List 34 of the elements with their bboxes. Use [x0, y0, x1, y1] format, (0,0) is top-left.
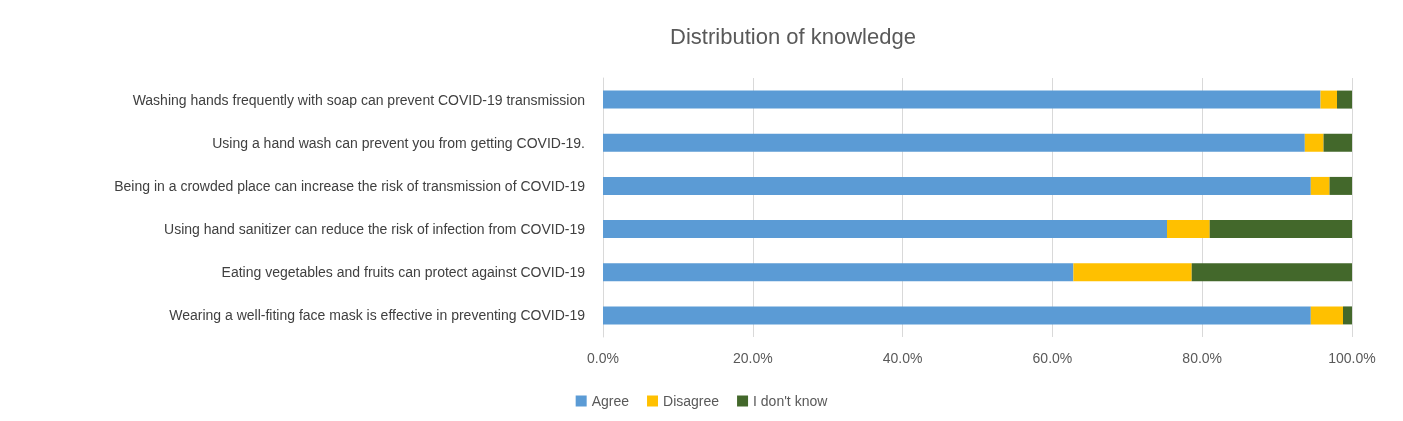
- y-tick-label: Being in a crowded place can increase the risk of transmission of COVID-19: [114, 177, 586, 194]
- y-tick-label: Washing hands frequently with soap can prevent COVID-19 transmission: [132, 91, 585, 108]
- bar: [603, 220, 1167, 239]
- bar: [1209, 220, 1352, 239]
- bar: [1329, 176, 1352, 195]
- x-tick-label: 80.0%: [1182, 350, 1223, 366]
- bar: [603, 306, 1311, 325]
- bar: [1343, 306, 1352, 325]
- bar: [1073, 263, 1192, 282]
- bar: [603, 133, 1305, 152]
- legend-label: Disagree: [663, 393, 720, 409]
- bar: [603, 90, 1321, 109]
- x-tick-label: 100.0%: [1328, 350, 1376, 366]
- chart-title: Distribution of knowledge: [670, 23, 916, 49]
- y-tick-label: Using a hand wash can prevent you from getting COVID-19.: [212, 134, 585, 151]
- y-tick-label: Eating vegetables and fruits can protect against COVID-19: [221, 264, 586, 281]
- bar: [1167, 220, 1210, 239]
- y-tick-label: Wearing a well-fiting face mask is effective in preventing COVID-19: [169, 307, 586, 324]
- bar: [1337, 90, 1352, 109]
- x-tick-label: 20.0%: [732, 350, 773, 366]
- bar: [1310, 306, 1344, 325]
- bar: [1310, 176, 1330, 195]
- x-tick-label: 60.0%: [1032, 350, 1073, 366]
- bar: [603, 176, 1311, 195]
- bar: [603, 263, 1074, 282]
- legend-label: I don't know: [753, 393, 829, 409]
- bar: [1191, 263, 1352, 282]
- x-tick-label: 40.0%: [882, 350, 923, 366]
- bar: [1304, 133, 1324, 152]
- legend-label: Agree: [591, 393, 630, 409]
- bar: [1320, 90, 1338, 109]
- bar: [1323, 133, 1352, 152]
- x-tick-label: 0.0%: [587, 350, 619, 366]
- y-tick-label: Using hand sanitizer can reduce the risk of infection from COVID-19: [164, 221, 586, 238]
